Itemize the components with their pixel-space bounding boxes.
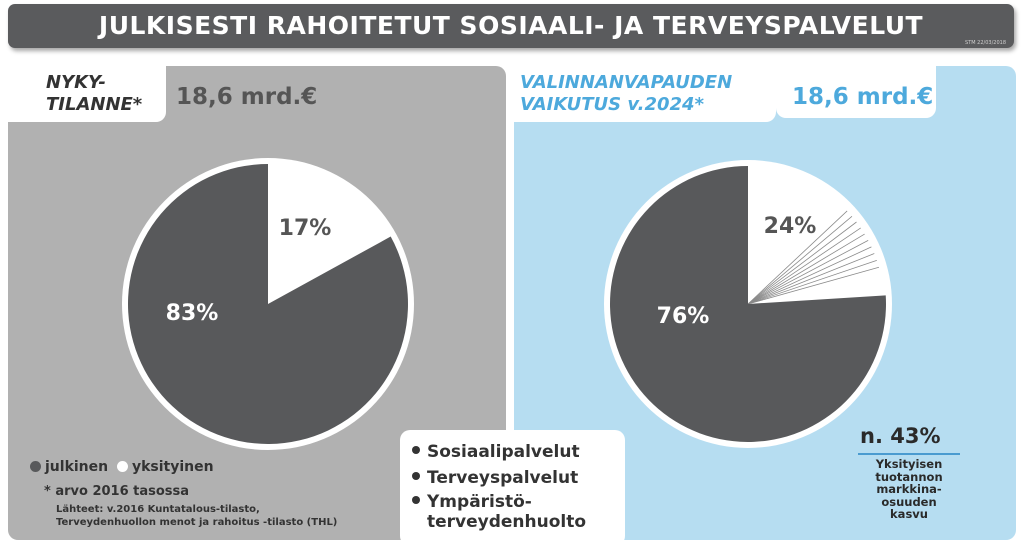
market-share-divider [858,453,960,455]
pie-data-label: 17% [279,216,332,241]
pie-fan-line [747,246,872,305]
pie-fan-line [747,253,875,305]
banner-code: STM 22/03/2018 [965,40,1006,46]
pie-fan-line [747,221,857,305]
left-label-line1: NYKY- [46,72,106,93]
right-label-line2: VAIKUTUS v.2024* [520,94,704,115]
sources-line2: Terveydenhuollon menot ja rahoitus -tila… [56,517,338,528]
pie-slice-yksityinen [268,164,391,304]
legend-private-label: yksityinen [131,459,214,475]
pie-fan-line [747,216,853,305]
pie-fan-line [747,240,869,305]
market-share-label: Yksityisen tuotannon markkina-osuuden kasvu [875,457,943,521]
left-label-notch-edge [8,64,32,122]
legend: julkinen yksityinen [30,459,214,475]
pie-fan-line [747,210,848,305]
pie-fan-line [747,233,865,305]
pie-fan-line [747,227,861,305]
legend-public-label: julkinen [45,459,109,475]
service-item: Terveyspalvelut [412,468,578,488]
service-item: Sosiaalipalvelut [412,442,580,462]
pie-slice-julkinen [128,164,408,445]
pie-fan-line [747,259,877,305]
right-label-notch [514,64,776,122]
footnote: * arvo 2016 tasossa [44,484,190,499]
title-banner: JULKISESTI RAHOITETUT SOSIAALI- JA TERVE… [8,4,1014,48]
left-amount: 18,6 mrd.€ [176,84,318,110]
bullet-icon [412,496,420,504]
pie-data-label: 76% [657,304,710,329]
service-item-continued: terveydenhuolto [427,512,587,532]
left-label-line2: TILANNE* [46,94,143,115]
pie-fan-line [747,266,880,305]
service-item: Ympäristö- [412,492,532,512]
pie-data-label: 24% [764,214,817,239]
services-box: Sosiaalipalvelut Terveyspalvelut Ympäris… [400,430,625,546]
sources-line1: Lähteet: v.2016 Kuntatalous-tilasto, [56,504,260,515]
pie-data-label: 83% [166,301,219,326]
bullet-icon [412,472,420,480]
bullet-icon [412,446,420,454]
page-title: JULKISESTI RAHOITETUT SOSIAALI- JA TERVE… [98,11,924,40]
right-amount-box [776,64,936,118]
legend-private-swatch [116,461,128,472]
pie-slice-yksityinen [748,166,886,304]
right-label-line1: VALINNANVAPAUDEN [520,72,733,93]
market-share-value: n. 43% [860,424,941,448]
pie-slice-julkinen [609,166,886,442]
left-label-notch [28,64,166,122]
right-amount: 18,6 mrd.€ [792,84,934,110]
legend-public-swatch [30,461,41,472]
